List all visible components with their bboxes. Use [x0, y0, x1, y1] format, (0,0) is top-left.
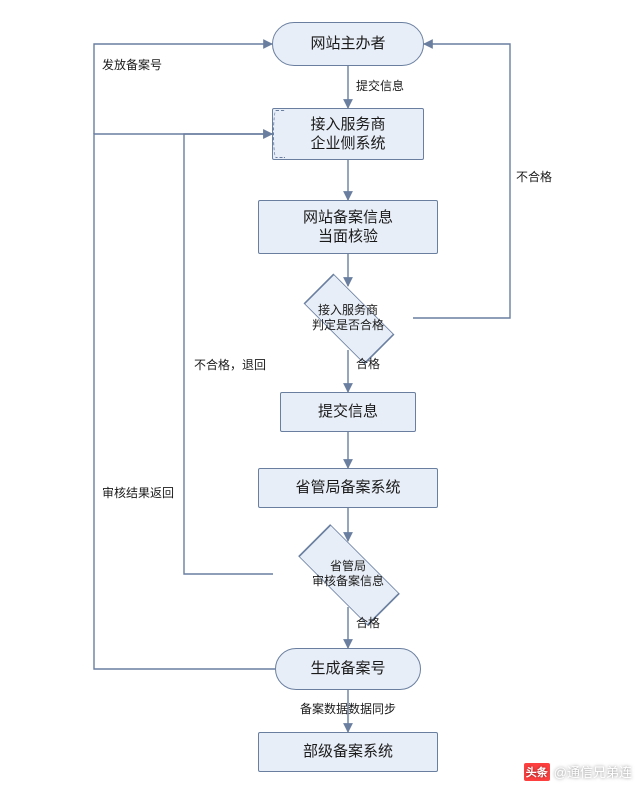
node-website-owner: 网站主办者: [272, 22, 424, 66]
edge-label-data-sync: 备案数据数据同步: [300, 700, 396, 717]
dashed-subprocess-marker: [273, 110, 285, 158]
decision-label: 接入服务商 判定是否合格: [312, 303, 384, 333]
watermark-text: @通信兄弟连: [554, 762, 632, 781]
edge-label-fail-right: 不合格: [516, 168, 552, 185]
decision-provider-check: 接入服务商 判定是否合格: [283, 286, 413, 350]
node-access-provider-system: 接入服务商 企业侧系统: [272, 108, 424, 160]
edge-label-fail-return: 不合格，退回: [194, 356, 266, 373]
node-label: 网站备案信息 当面核验: [303, 208, 393, 247]
node-ministry-system: 部级备案系统: [258, 732, 438, 772]
node-provincial-system: 省管局备案系统: [258, 468, 438, 508]
decision-provincial-review: 省管局 审核备案信息: [273, 541, 423, 607]
node-onsite-verification: 网站备案信息 当面核验: [258, 200, 438, 254]
edge-label-submit-info: 提交信息: [356, 77, 404, 94]
decision-label: 省管局 审核备案信息: [312, 559, 384, 589]
edge-label-review-return: 审核结果返回: [102, 484, 174, 501]
watermark-prefix: 头条: [524, 763, 550, 781]
node-label: 提交信息: [318, 402, 378, 422]
edge-label-pass-2: 合格: [356, 614, 380, 631]
node-label: 生成备案号: [310, 659, 385, 679]
node-label: 接入服务商 企业侧系统: [310, 115, 385, 154]
node-submit-info: 提交信息: [280, 392, 416, 432]
edge-label-issue-number: 发放备案号: [102, 56, 162, 73]
node-generate-record-number: 生成备案号: [275, 648, 421, 690]
node-label: 网站主办者: [310, 34, 385, 54]
edge-label-pass-1: 合格: [356, 355, 380, 372]
node-label: 部级备案系统: [303, 742, 393, 762]
node-label: 省管局备案系统: [295, 478, 400, 498]
watermark: 头条 @通信兄弟连: [524, 762, 632, 781]
